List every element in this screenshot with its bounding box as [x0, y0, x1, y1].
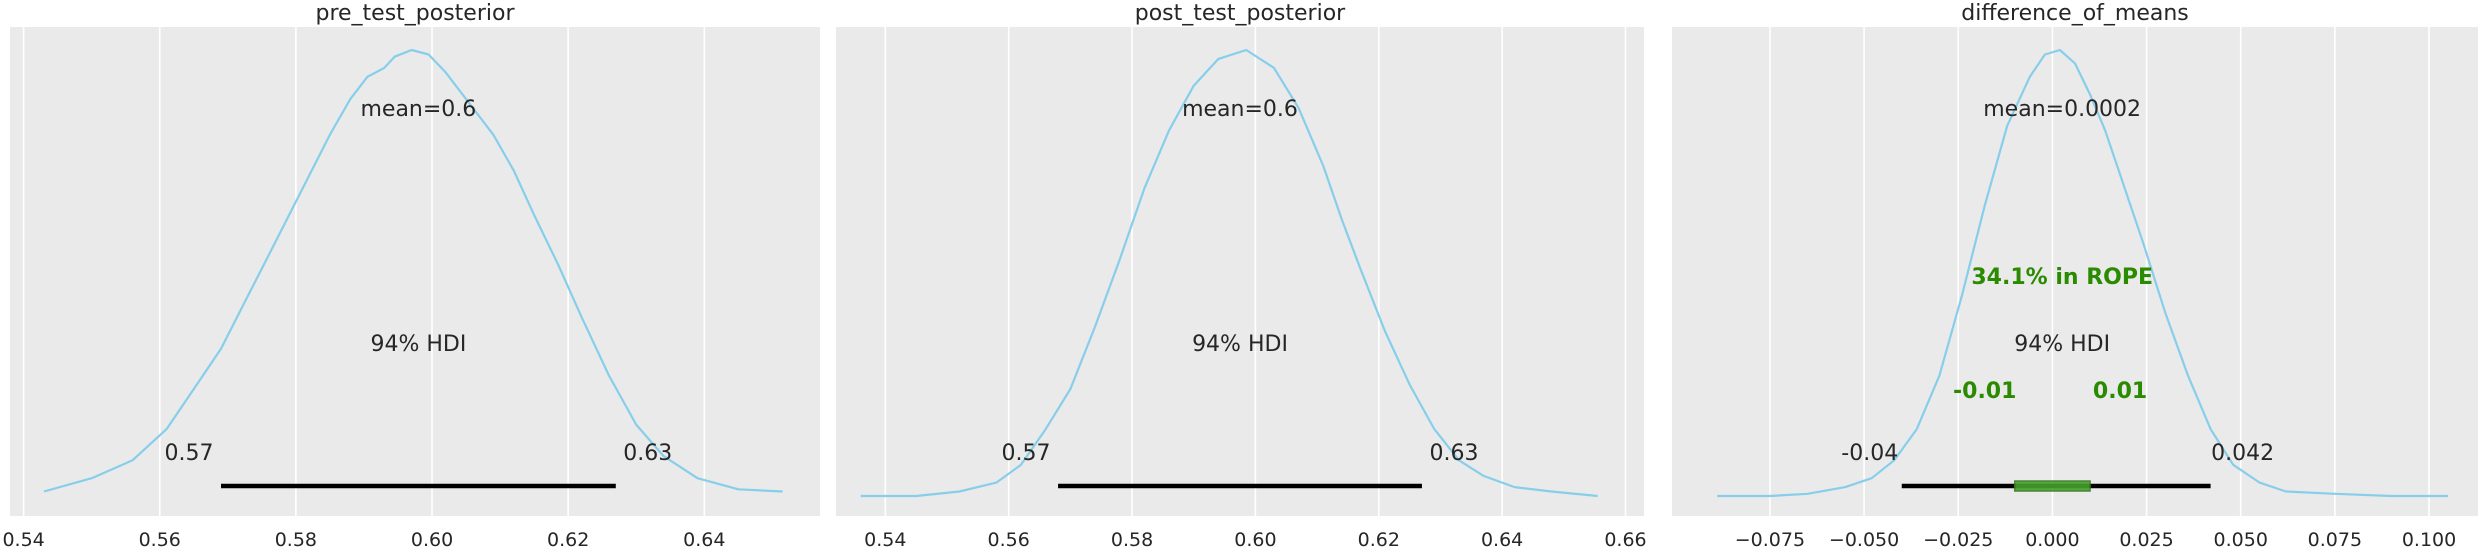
x-tick-label: 0.100	[2402, 529, 2456, 551]
x-tick-label: 0.56	[988, 529, 1030, 551]
x-tick-label: 0.54	[864, 529, 906, 551]
x-tick-label: 0.58	[275, 529, 317, 551]
subplot-pre_test_posterior: 0.54 0.56 0.58 0.60 0.62 0.64 pre_test_posteri…	[2, 1, 820, 551]
kde-curve	[1717, 48, 2448, 498]
x-tick-label: −0.075	[1735, 529, 1805, 551]
x-tick-label: 0.075	[2308, 529, 2362, 551]
x-tick-label: 0.58	[1111, 529, 1153, 551]
kde-curve	[860, 48, 1598, 498]
x-tick-label: 0.60	[411, 529, 453, 551]
subplot-title: difference_of_means	[1961, 1, 2189, 26]
rope-high-label: 0.01	[2093, 379, 2147, 404]
hdi-label: 94% HDI	[2014, 332, 2110, 357]
rope-band	[2013, 480, 2091, 492]
x-tick-label: 0.025	[2119, 529, 2173, 551]
x-tick-label: 0.64	[683, 529, 725, 551]
hdi-label: 94% HDI	[370, 332, 466, 357]
mean-label: mean=0.6	[360, 97, 476, 122]
hdi-low-label: -0.04	[1841, 441, 1898, 466]
x-tick-label: 0.000	[2025, 529, 2079, 551]
hdi-high-label: 0.042	[2211, 441, 2274, 466]
subplot-post_test_posterior: 0.54 0.56 0.58 0.60 0.62 0.64 0.66 post_test_po…	[836, 1, 1647, 551]
x-tick-label: 0.050	[2214, 529, 2268, 551]
subplot-title: pre_test_posterior	[315, 1, 515, 26]
x-tick-label: 0.64	[1481, 529, 1523, 551]
plot-area	[836, 27, 1644, 516]
hdi-high-label: 0.63	[623, 441, 672, 466]
mean-label: mean=0.0002	[1983, 97, 2141, 122]
x-tick-label: 0.60	[1234, 529, 1276, 551]
hdi-low-label: 0.57	[1002, 441, 1051, 466]
x-tick-label: 0.62	[547, 529, 589, 551]
x-tick-label: 0.62	[1358, 529, 1400, 551]
x-tick-label: 0.54	[2, 529, 44, 551]
plot-area	[10, 27, 820, 516]
plot-area	[1672, 27, 2478, 516]
x-tick-label: 0.56	[139, 529, 181, 551]
hdi-low-label: 0.57	[165, 441, 214, 466]
x-tick-label: 0.66	[1604, 529, 1646, 551]
rope-percent-label: 34.1% in ROPE	[1971, 265, 2153, 290]
mean-label: mean=0.6	[1182, 97, 1298, 122]
x-tick-label: −0.025	[1923, 529, 1993, 551]
subplot-difference_of_means: −0.075 −0.050 −0.025 0.000 0.025 0.050 0.075 0.…	[1672, 1, 2478, 551]
hdi-label: 94% HDI	[1192, 332, 1288, 357]
hdi-high-label: 0.63	[1429, 441, 1478, 466]
subplot-title: post_test_posterior	[1135, 1, 1346, 26]
x-tick-label: −0.050	[1829, 529, 1899, 551]
kde-curve	[43, 48, 783, 493]
rope-low-label: -0.01	[1953, 379, 2016, 404]
